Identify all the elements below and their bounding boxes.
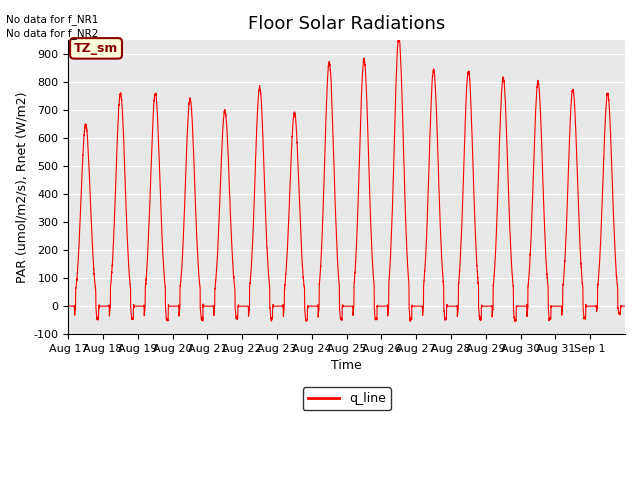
X-axis label: Time: Time — [332, 360, 362, 372]
Text: No data for f_NR1: No data for f_NR1 — [6, 13, 99, 24]
Text: TZ_sm: TZ_sm — [74, 42, 118, 55]
Text: No data for f_NR2: No data for f_NR2 — [6, 28, 99, 39]
Title: Floor Solar Radiations: Floor Solar Radiations — [248, 15, 445, 33]
Legend: q_line: q_line — [303, 387, 390, 410]
Y-axis label: PAR (umol/m2/s), Rnet (W/m2): PAR (umol/m2/s), Rnet (W/m2) — [15, 91, 28, 283]
